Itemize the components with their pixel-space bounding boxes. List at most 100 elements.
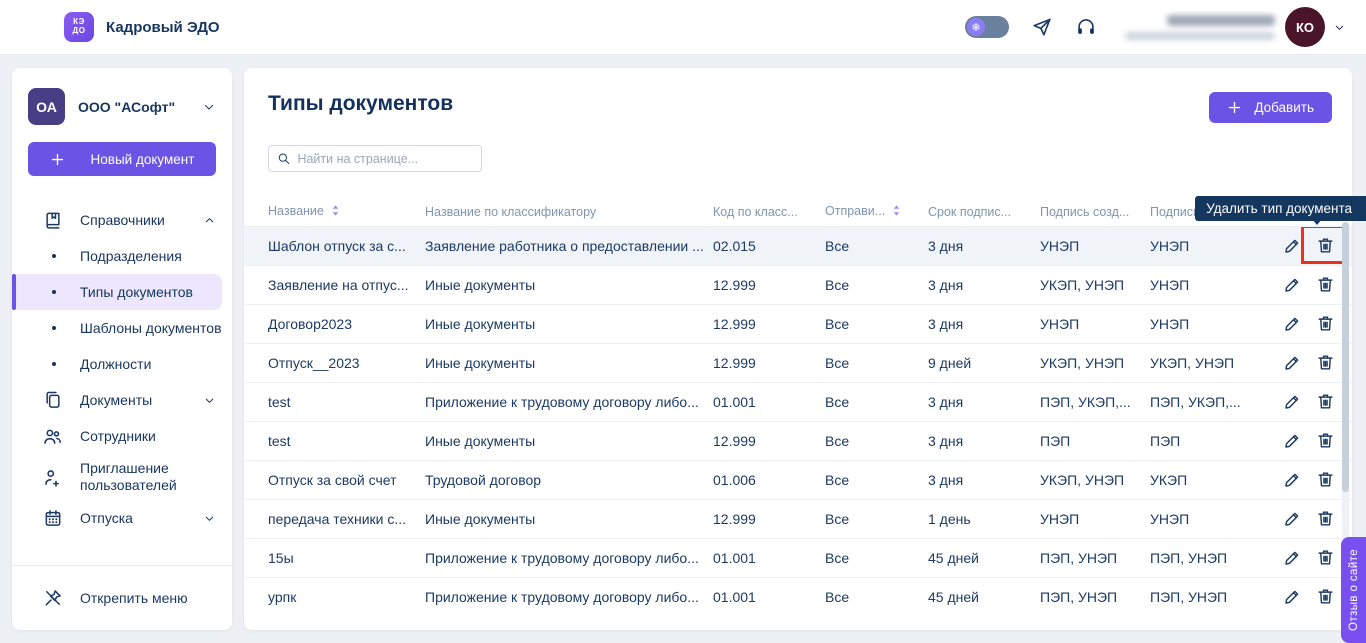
- table-cell: Все: [825, 577, 928, 616]
- column-header-sender[interactable]: Отправи...: [825, 198, 928, 226]
- edit-row-button[interactable]: [1283, 236, 1302, 255]
- edit-row-button[interactable]: [1283, 314, 1302, 333]
- edit-row-button[interactable]: [1283, 353, 1302, 372]
- table-cell: test: [244, 421, 425, 460]
- edit-row-button[interactable]: [1283, 275, 1302, 294]
- site-feedback-button[interactable]: Отзыв о сайте: [1341, 537, 1366, 643]
- user-menu-chevron-down-icon[interactable]: [1333, 21, 1346, 34]
- main-content: Типы документов Добавить Название Назван…: [244, 68, 1352, 630]
- column-header-classifier-code[interactable]: Код по класс...: [713, 198, 825, 226]
- company-name: ООО "АСофт": [78, 99, 175, 115]
- company-avatar: ОА: [28, 88, 65, 125]
- table-cell: Договор2023: [244, 304, 425, 343]
- new-document-button[interactable]: Новый документ: [28, 142, 216, 176]
- sort-icon[interactable]: [329, 204, 342, 220]
- table-cell: Приложение к трудовому договору либо...: [425, 538, 713, 577]
- row-actions: [1264, 226, 1352, 265]
- edit-row-button[interactable]: [1283, 431, 1302, 450]
- table-cell: Все: [825, 421, 928, 460]
- calendar-icon: [42, 508, 63, 528]
- delete-tooltip: Удалить тип документа: [1195, 196, 1366, 221]
- support-headphones-icon[interactable]: [1075, 16, 1097, 38]
- row-actions: [1264, 343, 1352, 382]
- user-avatar[interactable]: КО: [1285, 7, 1325, 47]
- table-cell: Все: [825, 343, 928, 382]
- column-header-name[interactable]: Название: [244, 198, 425, 226]
- sidebar-item-documents[interactable]: Документы: [12, 382, 232, 418]
- theme-toggle[interactable]: ❄: [965, 16, 1009, 38]
- table-cell: УКЭП, УНЭП: [1040, 265, 1150, 304]
- send-icon[interactable]: [1031, 16, 1053, 38]
- edit-row-button[interactable]: [1283, 470, 1302, 489]
- edit-row-button[interactable]: [1283, 548, 1302, 567]
- table-cell: 12.999: [713, 304, 825, 343]
- table-row: testИные документы12.999Все3 дняПЭППЭП: [244, 421, 1352, 460]
- table-cell: УКЭП, УНЭП: [1040, 343, 1150, 382]
- table-cell: ПЭП, УКЭП,...: [1150, 382, 1264, 421]
- delete-row-button[interactable]: [1316, 509, 1335, 528]
- new-document-label: Новый документ: [91, 152, 195, 167]
- sidebar-item-employees[interactable]: Сотрудники: [12, 418, 232, 454]
- row-actions: [1264, 538, 1352, 577]
- sort-icon[interactable]: [890, 204, 903, 220]
- row-actions: [1264, 577, 1352, 616]
- company-selector[interactable]: ОА ООО "АСофт": [12, 68, 232, 125]
- delete-row-button[interactable]: [1316, 275, 1335, 294]
- delete-row-button[interactable]: [1316, 353, 1335, 372]
- table-cell: Все: [825, 304, 928, 343]
- chevron-down-icon: [203, 394, 216, 407]
- table-cell: Приложение к трудовому договору либо...: [425, 577, 713, 616]
- table-body: Шаблон отпуск за с...Заявление работника…: [244, 226, 1352, 616]
- edit-row-button[interactable]: [1283, 392, 1302, 411]
- app-title: Кадровый ЭДО: [106, 19, 220, 36]
- delete-row-button[interactable]: [1316, 470, 1335, 489]
- table-cell: 12.999: [713, 343, 825, 382]
- sidebar-item-departments[interactable]: Подразделения: [12, 238, 232, 274]
- column-header-signing-term[interactable]: Срок подпис...: [928, 198, 1040, 226]
- column-header-classifier-name[interactable]: Название по классификатору: [425, 198, 713, 226]
- sidebar-item-directories[interactable]: Справочники: [12, 202, 232, 238]
- table-cell: Иные документы: [425, 343, 713, 382]
- table-cell: 3 дня: [928, 460, 1040, 499]
- person-add-icon: [42, 467, 63, 488]
- sidebar-item-document-templates[interactable]: Шаблоны документов: [12, 310, 232, 346]
- edit-row-button[interactable]: [1283, 587, 1302, 606]
- delete-row-button[interactable]: [1316, 431, 1335, 450]
- table-row: Заявление на отпус...Иные документы12.99…: [244, 265, 1352, 304]
- sidebar-nav: Справочники Подразделения Типы документо…: [12, 202, 232, 536]
- document-types-table: Название Название по классификатору Код …: [244, 198, 1352, 616]
- company-chevron-down-icon: [202, 100, 216, 114]
- sidebar-item-positions[interactable]: Должности: [12, 346, 232, 382]
- table-cell: ПЭП: [1040, 421, 1150, 460]
- unpin-menu-button[interactable]: Открепить меню: [12, 580, 232, 616]
- column-header-creator-signature[interactable]: Подпись созд...: [1040, 198, 1150, 226]
- row-actions: [1264, 499, 1352, 538]
- sidebar-item-document-types[interactable]: Типы документов: [12, 274, 222, 310]
- table-cell: Приложение к трудовому договору либо...: [425, 382, 713, 421]
- delete-row-button[interactable]: [1316, 314, 1335, 333]
- table-cell: урпк: [244, 577, 425, 616]
- table-scrollbar-thumb[interactable]: [1342, 222, 1349, 492]
- table-cell: 15ы: [244, 538, 425, 577]
- search-input[interactable]: [297, 152, 473, 166]
- user-info[interactable]: [1125, 15, 1275, 40]
- table-row: Отпуск за свой счетТрудовой договор01.00…: [244, 460, 1352, 499]
- sidebar-item-vacations[interactable]: Отпуска: [12, 500, 232, 536]
- table-cell: ПЭП, УНЭП: [1150, 538, 1264, 577]
- delete-row-button[interactable]: [1316, 548, 1335, 567]
- edit-row-button[interactable]: [1283, 509, 1302, 528]
- delete-row-button[interactable]: [1316, 236, 1335, 255]
- table-cell: Иные документы: [425, 421, 713, 460]
- table-cell: Иные документы: [425, 304, 713, 343]
- user-name-blurred: [1167, 15, 1275, 26]
- sidebar-item-invite-users[interactable]: Приглашение пользователей: [12, 454, 232, 500]
- delete-row-button[interactable]: [1316, 392, 1335, 411]
- row-actions: [1264, 304, 1352, 343]
- add-button[interactable]: Добавить: [1209, 92, 1332, 123]
- table-cell: ПЭП, УНЭП: [1150, 577, 1264, 616]
- table-cell: 02.015: [713, 226, 825, 265]
- delete-row-button[interactable]: [1316, 587, 1335, 606]
- app-logo-icon: КЭДО: [64, 12, 94, 42]
- people-icon: [42, 426, 63, 447]
- row-actions: [1264, 421, 1352, 460]
